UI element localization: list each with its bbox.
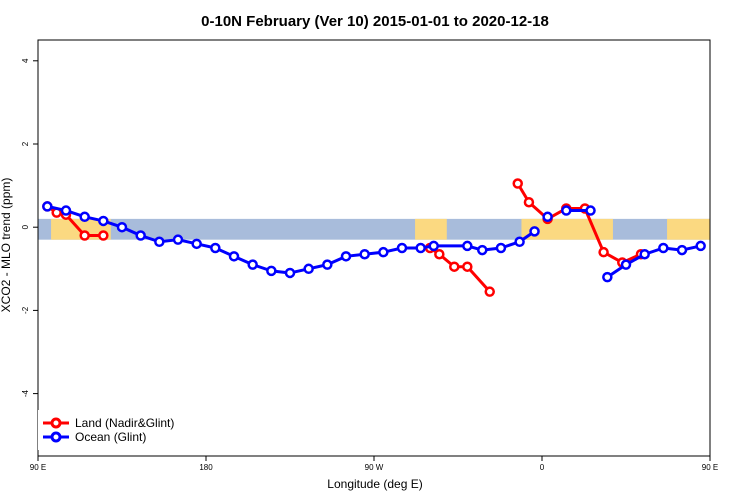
data-point	[98, 215, 109, 227]
data-point	[378, 246, 389, 258]
data-point	[620, 259, 632, 270]
data-point	[359, 248, 370, 260]
data-point	[98, 230, 109, 241]
data-point	[116, 221, 128, 233]
data-point	[695, 240, 706, 252]
data-point	[60, 205, 72, 216]
data-point	[191, 238, 202, 250]
data-point	[79, 230, 90, 241]
data-point	[247, 259, 258, 270]
data-point	[172, 234, 184, 245]
latitude-band	[38, 218, 710, 240]
data-point	[428, 240, 439, 252]
legend-box	[38, 410, 188, 450]
data-point	[598, 246, 609, 258]
y-tick-label: -4	[21, 389, 30, 397]
data-point	[658, 242, 669, 254]
data-point	[415, 242, 426, 254]
data-point	[514, 236, 525, 248]
data-point	[477, 244, 488, 256]
data-point	[484, 286, 495, 297]
data-point	[523, 196, 535, 208]
x-tick-label: 180	[199, 463, 213, 472]
plot-frame	[37, 39, 711, 457]
data-point	[396, 242, 408, 254]
x-tick-label: 90 W	[365, 463, 384, 472]
x-tick-label: 0	[540, 463, 545, 472]
data-point	[462, 261, 473, 272]
x-axis: 90 E 180 90 W 0 90 E	[30, 456, 718, 472]
y-axis-label: XCO2 - MLO trend (ppm)	[0, 178, 13, 313]
data-point	[602, 271, 613, 283]
legend-land-marker	[50, 417, 62, 429]
data-point	[266, 265, 277, 277]
y-axis: -4 -2 0 2 4	[21, 58, 38, 397]
data-point	[79, 211, 90, 223]
y-tick-label: 2	[21, 141, 30, 146]
land-patch	[415, 218, 447, 240]
legend-ocean-label: Ocean (Glint)	[75, 430, 146, 444]
data-point	[529, 226, 540, 237]
data-point	[135, 230, 146, 241]
data-point	[340, 251, 352, 262]
y-tick-label: 4	[21, 58, 30, 63]
data-point	[512, 178, 523, 189]
data-point	[449, 261, 460, 272]
data-point	[154, 236, 165, 248]
data-point	[303, 263, 314, 275]
data-point	[284, 267, 296, 279]
x-axis-label: Longitude (deg E)	[327, 477, 422, 491]
data-point	[228, 251, 240, 262]
data-point	[676, 244, 688, 256]
legend-ocean-marker	[50, 431, 62, 443]
x-tick-label: 90 E	[30, 463, 46, 472]
chart-title: 0-10N February (Ver 10) 2015-01-01 to 20…	[201, 13, 549, 30]
series-ocean	[42, 201, 706, 283]
data-point	[322, 259, 333, 270]
land-patch	[667, 218, 710, 240]
plot-marks	[42, 178, 706, 297]
data-point	[542, 211, 553, 223]
y-tick-label: -2	[21, 306, 30, 314]
data-point	[210, 242, 221, 254]
data-point	[462, 240, 473, 252]
data-point	[42, 201, 53, 212]
data-point	[561, 205, 572, 216]
data-point	[434, 248, 445, 260]
data-point	[585, 205, 596, 216]
y-tick-label: 0	[21, 224, 30, 229]
legend-land-label: Land (Nadir&Glint)	[75, 416, 174, 430]
data-point	[639, 248, 650, 260]
legend: Land (Nadir&Glint) Ocean (Glint)	[38, 410, 188, 450]
data-point	[495, 242, 507, 254]
x-tick-label: 90 E	[702, 463, 718, 472]
